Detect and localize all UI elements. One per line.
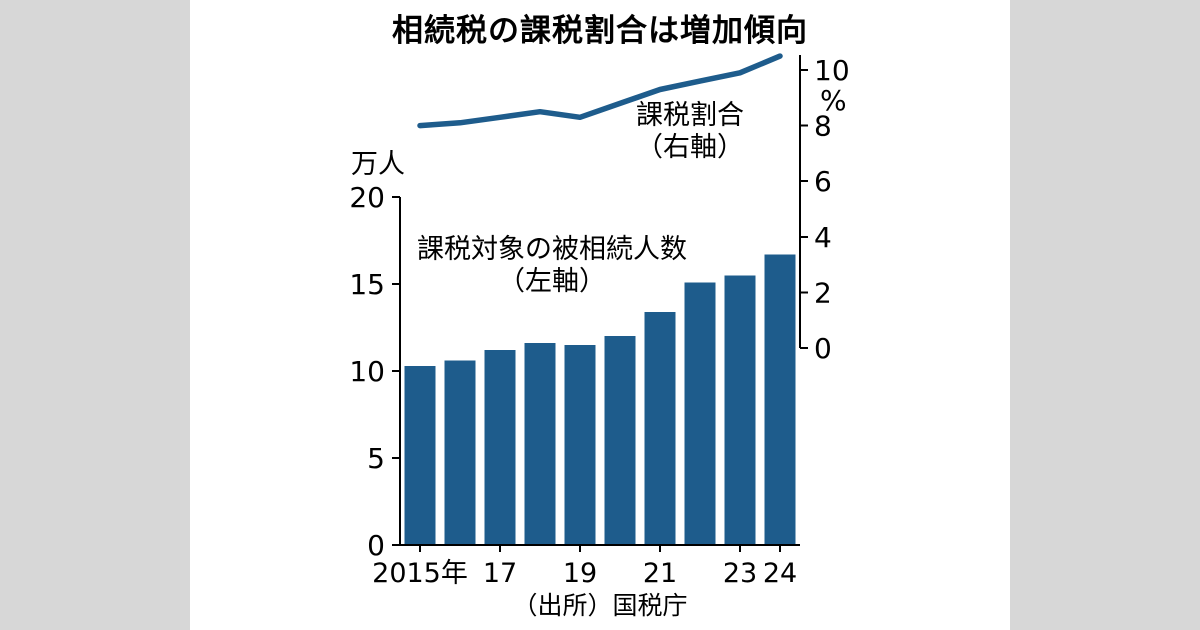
bar-series-label-line2: （左軸）	[498, 265, 606, 297]
left-axis-tick-label: 15	[349, 268, 385, 301]
left-axis-tick-label: 10	[349, 355, 385, 388]
left-axis-unit-label: 万人	[351, 149, 405, 180]
bar-2024	[764, 254, 796, 545]
left-axis-tick-label: 5	[367, 442, 385, 475]
bar-2020	[604, 336, 636, 545]
right-axis-tick-label: 6	[814, 165, 832, 198]
right-axis-tick-label: 10	[814, 54, 850, 87]
bar-2021	[644, 311, 676, 545]
bar-2019	[564, 344, 596, 545]
right-axis-tick-label: 0	[814, 332, 832, 365]
left-axis-tick-label: 20	[349, 181, 385, 214]
bar-series-label: 課税対象の被相続人数 （左軸）	[402, 234, 702, 298]
right-axis-unit-label: %	[820, 84, 847, 117]
line-series-label-line1: 課税割合	[636, 100, 744, 131]
bar-2022	[684, 282, 716, 545]
x-axis-tick-label: 24	[763, 558, 797, 589]
bar-2018	[524, 343, 556, 545]
line-series-label: 課税割合 （右軸）	[570, 100, 810, 164]
bar-2016	[444, 360, 476, 545]
source-note: （出所）国税庁	[512, 591, 688, 620]
bar-2023	[724, 275, 756, 545]
line-series-label-line2: （右軸）	[636, 131, 744, 163]
right-axis-tick-label: 4	[814, 221, 832, 254]
x-axis-tick-label: 17	[483, 558, 517, 589]
right-axis-tick-label: 8	[814, 110, 832, 143]
x-axis-tick-label: 23	[723, 558, 757, 589]
right-axis-tick-label: 2	[814, 276, 832, 309]
bar-2017	[484, 350, 516, 545]
chart-panel: 相続税の課税割合は増加傾向 0 5 10 15 20 万人 0 2 4 6 8 10% 2015年 17 1…	[190, 0, 1010, 630]
bar-series-label-line1: 課税対象の被相続人数	[417, 234, 687, 265]
left-axis-tick-label: 0	[367, 529, 385, 562]
tax-rate-line	[417, 53, 783, 129]
bar-2015	[404, 365, 436, 545]
x-axis-tick-label: 2015年	[372, 558, 468, 589]
x-axis-tick-label: 19	[563, 558, 597, 589]
chart-title: 相続税の課税割合は増加傾向	[392, 13, 808, 49]
x-axis-tick-label: 21	[643, 558, 677, 589]
